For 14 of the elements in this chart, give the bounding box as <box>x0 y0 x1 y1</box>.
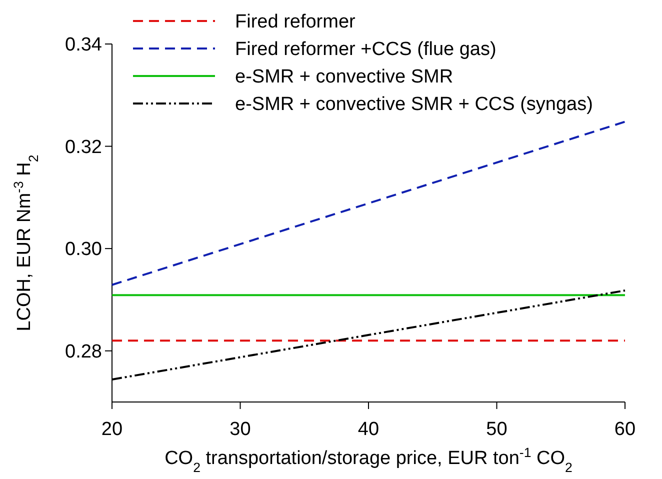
x-tick-label: 30 <box>230 419 251 440</box>
y-tick-label: 0.32 <box>65 136 102 158</box>
legend-label: e-SMR + convective SMR <box>235 66 454 88</box>
x-tick-label: 20 <box>101 419 123 440</box>
x-tick-label: 40 <box>358 419 380 440</box>
legend-label: Fired reformer <box>235 12 356 33</box>
x-tick-label: 50 <box>486 419 508 440</box>
legend-label: e-SMR + convective SMR + CCS (syngas) <box>235 94 593 116</box>
legend-label: Fired reformer +CCS (flue gas) <box>235 39 496 60</box>
x-tick-label: 60 <box>614 419 636 440</box>
y-tick-label: 0.34 <box>65 34 102 56</box>
x-axis-title: CO$_{2}$ transportation/storage price, EUR ton$^{-1}$ CO$_{2}$ <box>164 444 572 474</box>
y-tick-label: 0.30 <box>65 239 102 260</box>
y-tick-label: 0.28 <box>65 342 102 363</box>
